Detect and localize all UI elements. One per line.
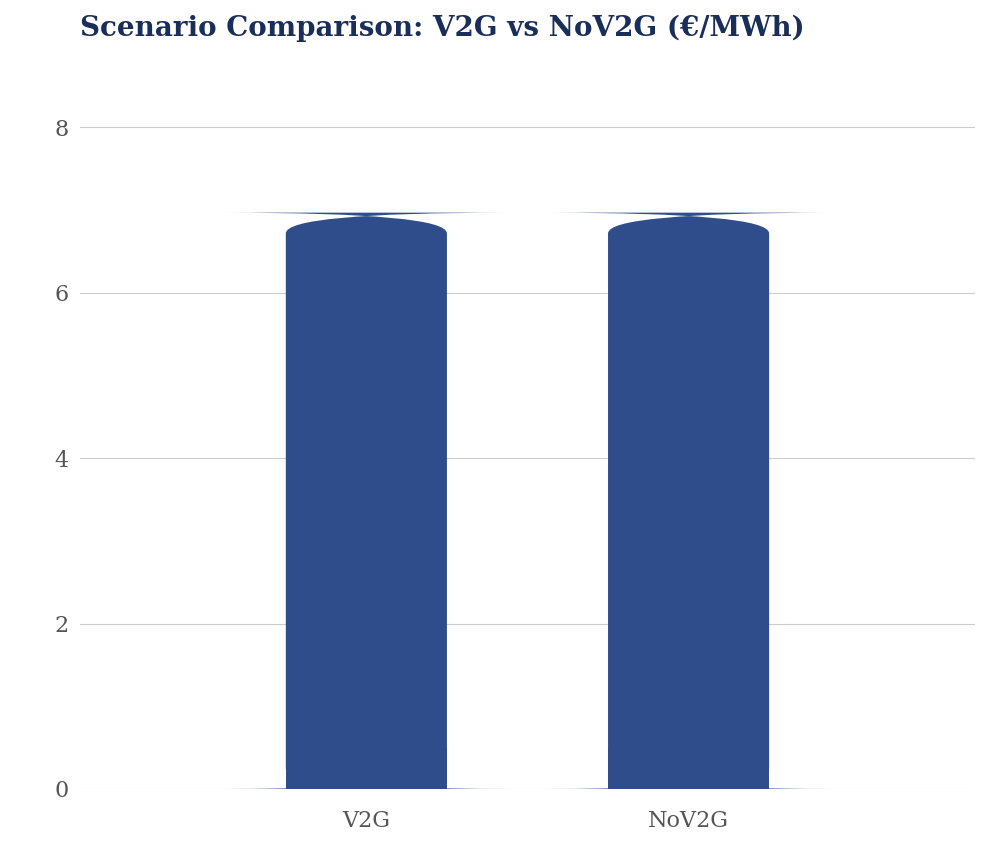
Text: Scenario Comparison: V2G vs NoV2G (€/MWh): Scenario Comparison: V2G vs NoV2G (€/MWh…	[80, 15, 805, 42]
Bar	[608, 747, 769, 789]
Bar	[286, 747, 446, 789]
FancyBboxPatch shape	[545, 213, 832, 789]
FancyBboxPatch shape	[223, 213, 510, 789]
